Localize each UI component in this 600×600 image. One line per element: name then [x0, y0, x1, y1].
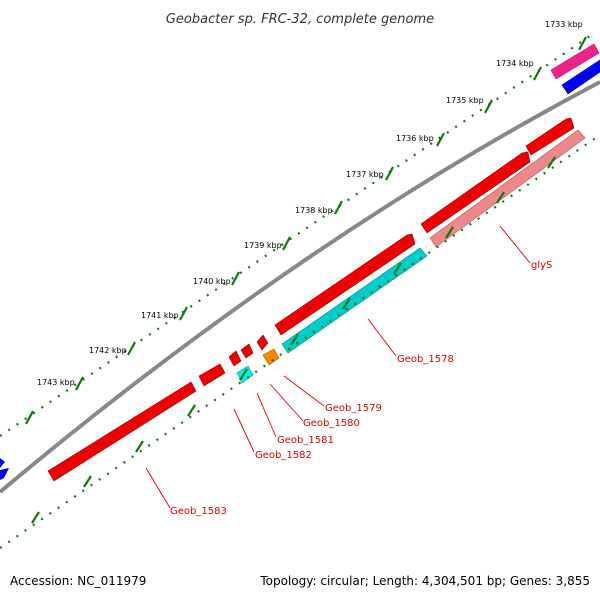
reverse-strand-genes [236, 129, 586, 384]
gene-label-geob-1579[interactable]: Geob_1579 [325, 403, 382, 414]
genome-backbone [0, 80, 600, 494]
accession-text: Accession: NC_011979 [10, 574, 146, 588]
gene-arrow[interactable] [274, 233, 416, 336]
tick-labels: 1733 kbp 1734 kbp 1735 kbp 1736 kbp 1737… [37, 20, 583, 387]
gene-label-geob-1581[interactable]: Geob_1581 [277, 435, 334, 446]
gene-label-geob-1583[interactable]: Geob_1583 [170, 506, 227, 517]
gene-labels: glyS Geob_1578 Geob_1579 Geob_1580 Geob_… [170, 260, 552, 517]
gene-arrow[interactable] [561, 59, 600, 95]
tick-label: 1733 kbp [545, 20, 583, 29]
tick-label: 1740 kbp [193, 277, 231, 286]
gene-arrow[interactable] [262, 348, 280, 366]
tick-label: 1738 kbp [295, 206, 333, 215]
tick-label: 1742 kbp [89, 346, 127, 355]
tick-label: 1743 kbp [37, 378, 75, 387]
gene-label-geob-1578[interactable]: Geob_1578 [397, 354, 454, 365]
gene-arrow[interactable] [47, 381, 197, 482]
gene-arrow[interactable] [236, 365, 254, 384]
tick-label: 1739 kbp [244, 241, 282, 250]
gene-label-glys[interactable]: glyS [531, 260, 552, 271]
tick-label: 1734 kbp [496, 59, 534, 68]
gene-arrow[interactable] [240, 343, 254, 359]
gene-arrow[interactable] [0, 458, 5, 468]
gene-arrow[interactable] [420, 151, 531, 234]
gene-arrow[interactable] [198, 363, 226, 387]
gene-arrow[interactable] [0, 468, 9, 480]
forward-strand-genes [0, 43, 600, 482]
inner-tick-ring [0, 134, 600, 549]
tick-label: 1737 kbp [346, 170, 384, 179]
gene-label-geob-1580[interactable]: Geob_1580 [303, 418, 360, 429]
tick-label: 1736 kbp [396, 134, 434, 143]
gene-arrow[interactable] [429, 129, 586, 248]
tick-label: 1735 kbp [446, 96, 484, 105]
gene-arrow[interactable] [281, 247, 428, 354]
gene-arrow[interactable] [228, 350, 242, 367]
gene-arrow[interactable] [525, 117, 575, 156]
gene-label-geob-1582[interactable]: Geob_1582 [255, 450, 312, 461]
genome-summary-text: Topology: circular; Length: 4,304,501 bp… [259, 574, 590, 588]
gene-arrow[interactable] [256, 334, 269, 351]
gene-arrow[interactable] [550, 43, 600, 80]
map-title: Geobacter sp. FRC-32, complete genome [166, 12, 434, 27]
leader-lines [145, 225, 531, 509]
tick-label: 1741 kbp [141, 311, 179, 320]
outer-tick-ring [0, 35, 591, 437]
